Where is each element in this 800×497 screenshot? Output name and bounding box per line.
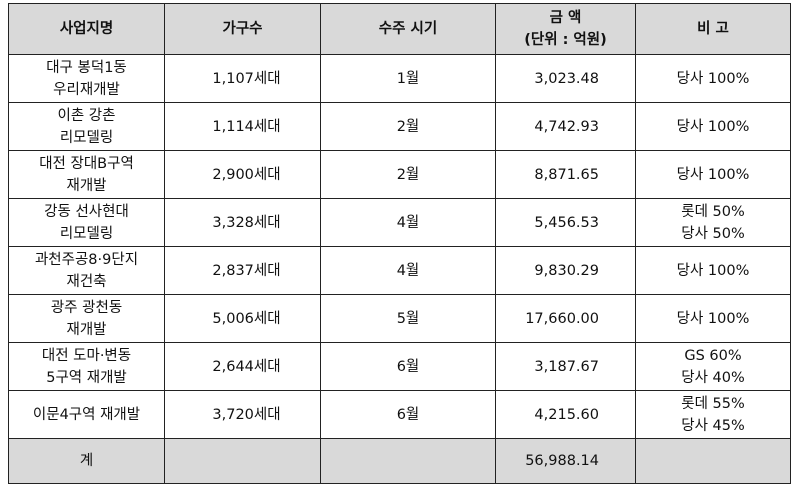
note-cell: 롯데 55% 당사 45% [635, 390, 791, 439]
households-cell: 5,006세대 [164, 294, 321, 343]
note-line: 당사 100% [676, 310, 750, 327]
total-empty-households [164, 438, 321, 484]
total-amount: 56,988.14 [495, 438, 636, 484]
table-row: 강동 선사현대 리모델링 3,328세대 4월 5,456.53 롯데 50% 당사 50% [8, 198, 791, 247]
total-empty-timing [320, 438, 496, 484]
amount-cell: 4,742.93 [495, 102, 636, 151]
households-cell: 2,837세대 [164, 246, 321, 295]
timing-cell: 6월 [320, 342, 496, 391]
note-cell: 당사 100% [635, 246, 791, 295]
timing-cell: 1월 [320, 54, 496, 103]
table-row: 이문4구역 재개발 3,720세대 6월 4,215.60 롯데 55% 당사 45% [8, 390, 791, 439]
note-cell: 당사 100% [635, 150, 791, 199]
note-cell: 당사 100% [635, 294, 791, 343]
table-row: 대전 도마·변동 5구역 재개발 2,644세대 6월 3,187.67 GS 60% 당사… [8, 342, 791, 391]
project-name-line: 대전 도마·변동 [41, 347, 132, 364]
total-label: 계 [8, 438, 165, 484]
note-line: 롯데 55% [681, 395, 745, 412]
amount-cell: 3,023.48 [495, 54, 636, 103]
total-row: 계 56,988.14 [8, 438, 791, 484]
total-empty-note [635, 438, 791, 484]
note-line: 당사 100% [676, 118, 750, 135]
amount-cell: 17,660.00 [495, 294, 636, 343]
note-line: 롯데 50% [681, 203, 745, 220]
project-name-line: 강동 선사현대 [44, 203, 129, 220]
amount-cell: 9,830.29 [495, 246, 636, 295]
project-name-line: 리모델링 [59, 225, 114, 242]
timing-cell: 4월 [320, 198, 496, 247]
header-timing: 수주 시기 [320, 3, 496, 55]
project-name-line: 광주 광천동 [50, 299, 123, 316]
project-name-line: 대구 봉덕1동 [46, 59, 127, 76]
note-cell: 당사 100% [635, 102, 791, 151]
timing-cell: 2월 [320, 102, 496, 151]
header-amount-unit: (단위 : 억원) [524, 32, 607, 48]
table-row: 이촌 강촌 리모델링 1,114세대 2월 4,742.93 당사 100% [8, 102, 791, 151]
households-cell: 1,107세대 [164, 54, 321, 103]
project-name-line: 5구역 재개발 [46, 369, 127, 386]
note-line: 당사 100% [676, 70, 750, 87]
households-cell: 2,900세대 [164, 150, 321, 199]
note-line: 당사 40% [681, 369, 745, 386]
project-name-cell: 이문4구역 재개발 [8, 390, 165, 439]
project-name-line: 과천주공8·9단지 [34, 251, 139, 268]
project-table: 사업지명 가구수 수주 시기 금 액 (단위 : 억원) 비 고 대구 봉덕1동… [8, 3, 791, 484]
note-line: 당사 45% [681, 417, 745, 434]
note-cell: 당사 100% [635, 54, 791, 103]
timing-cell: 6월 [320, 390, 496, 439]
table-row: 과천주공8·9단지 재건축 2,837세대 4월 9,830.29 당사 100% [8, 246, 791, 295]
header-note: 비 고 [635, 3, 791, 55]
households-cell: 1,114세대 [164, 102, 321, 151]
header-amount: 금 액 (단위 : 억원) [495, 3, 636, 55]
table-row: 대전 장대B구역 재개발 2,900세대 2월 8,871.65 당사 100% [8, 150, 791, 199]
note-line: 당사 100% [676, 262, 750, 279]
project-name-line: 재건축 [66, 273, 107, 290]
table-row: 광주 광천동 재개발 5,006세대 5월 17,660.00 당사 100% [8, 294, 791, 343]
timing-cell: 5월 [320, 294, 496, 343]
timing-cell: 4월 [320, 246, 496, 295]
households-cell: 3,720세대 [164, 390, 321, 439]
note-cell: 롯데 50% 당사 50% [635, 198, 791, 247]
table-row: 대구 봉덕1동 우리재개발 1,107세대 1월 3,023.48 당사 100% [8, 54, 791, 103]
project-name-line: 우리재개발 [53, 81, 120, 98]
header-project: 사업지명 [8, 3, 165, 55]
note-line: 당사 100% [676, 166, 750, 183]
project-name-line: 이문4구역 재개발 [32, 406, 141, 423]
amount-cell: 4,215.60 [495, 390, 636, 439]
project-name-line: 재개발 [66, 177, 107, 194]
table-body: 대구 봉덕1동 우리재개발 1,107세대 1월 3,023.48 당사 100% 이촌 강… [8, 54, 791, 439]
header-households: 가구수 [164, 3, 321, 55]
note-line: 당사 50% [681, 225, 745, 242]
households-cell: 3,328세대 [164, 198, 321, 247]
timing-cell: 2월 [320, 150, 496, 199]
amount-cell: 8,871.65 [495, 150, 636, 199]
header-amount-title: 금 액 [549, 10, 582, 26]
project-name-cell: 대전 도마·변동 5구역 재개발 [8, 342, 165, 391]
note-cell: GS 60% 당사 40% [635, 342, 791, 391]
project-name-line: 이촌 강촌 [57, 107, 116, 124]
project-name-line: 재개발 [66, 321, 107, 338]
amount-cell: 5,456.53 [495, 198, 636, 247]
amount-cell: 3,187.67 [495, 342, 636, 391]
header-row: 사업지명 가구수 수주 시기 금 액 (단위 : 억원) 비 고 [8, 3, 791, 55]
project-name-line: 리모델링 [59, 129, 114, 146]
households-cell: 2,644세대 [164, 342, 321, 391]
note-line: GS 60% [684, 347, 742, 364]
project-name-line: 대전 장대B구역 [39, 155, 134, 172]
